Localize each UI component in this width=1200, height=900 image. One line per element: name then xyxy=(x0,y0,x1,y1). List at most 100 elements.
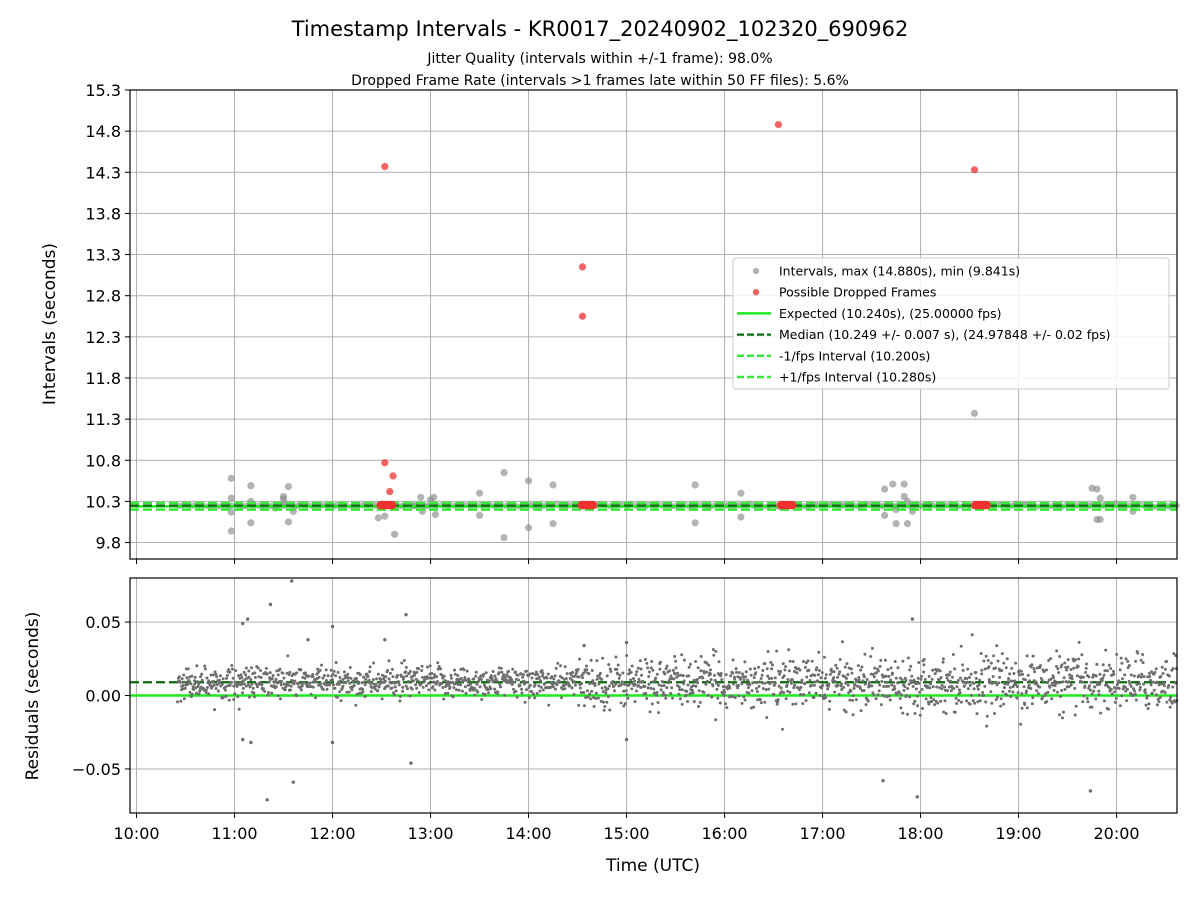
residual-point xyxy=(806,659,810,663)
residual-point xyxy=(981,691,985,695)
residual-point xyxy=(1081,675,1085,679)
residual-point xyxy=(919,674,923,678)
residual-point xyxy=(605,700,609,704)
residual-point xyxy=(1114,686,1118,690)
interval-point xyxy=(430,493,438,501)
residual-point xyxy=(593,681,597,685)
residual-point xyxy=(961,663,965,667)
residual-point xyxy=(348,681,352,685)
residual-point xyxy=(948,670,952,674)
residual-point xyxy=(1008,672,1012,676)
residual-point xyxy=(253,676,257,680)
residual-point xyxy=(1129,673,1133,677)
residual-point xyxy=(1083,684,1087,688)
residual-point xyxy=(721,685,725,689)
residual-point xyxy=(892,680,896,684)
residual-point xyxy=(945,689,949,693)
time-x-tick-label: 15:00 xyxy=(603,824,649,843)
residual-point xyxy=(816,680,820,684)
residual-point xyxy=(763,662,767,666)
residual-point xyxy=(1149,670,1153,674)
residual-point xyxy=(933,703,937,707)
residual-point xyxy=(749,706,753,710)
residual-point xyxy=(216,689,220,693)
residual-point xyxy=(596,696,600,700)
residual-point xyxy=(778,672,782,676)
residual-point xyxy=(912,702,916,706)
residual-point xyxy=(430,671,434,675)
residual-point xyxy=(591,679,595,683)
residual-point xyxy=(1055,649,1059,653)
residual-point xyxy=(982,659,986,663)
residual-point xyxy=(783,668,787,672)
residual-point xyxy=(193,679,197,683)
residual-point xyxy=(306,637,310,642)
residual-point xyxy=(427,688,431,692)
residual-point xyxy=(483,692,487,696)
residual-point xyxy=(1135,683,1139,687)
time-x-tick-label: 20:00 xyxy=(1094,824,1140,843)
residual-point xyxy=(531,672,535,676)
residual-point xyxy=(497,671,501,675)
residual-point xyxy=(1054,682,1058,686)
residual-point xyxy=(585,668,589,672)
residual-point xyxy=(203,667,207,671)
residual-point xyxy=(978,678,982,682)
residual-point xyxy=(538,679,542,683)
residual-point xyxy=(365,672,369,676)
residual-point xyxy=(491,670,495,674)
residual-point xyxy=(565,672,569,676)
residual-point xyxy=(696,666,700,670)
residual-point xyxy=(1172,652,1176,656)
residual-point xyxy=(881,778,885,783)
residual-point xyxy=(697,689,701,693)
residual-point xyxy=(1076,665,1080,669)
residual-point xyxy=(368,665,372,669)
residual-point xyxy=(870,684,874,688)
residual-point xyxy=(224,694,228,698)
residual-point xyxy=(714,649,718,653)
legend-label: Intervals, max (14.880s), min (9.841s) xyxy=(779,264,1020,279)
residual-point xyxy=(401,685,405,689)
residual-point xyxy=(800,681,804,685)
residual-point xyxy=(658,660,662,664)
residual-point xyxy=(368,670,372,674)
residual-point xyxy=(454,682,458,686)
residual-point xyxy=(754,687,758,691)
residual-point xyxy=(377,684,381,688)
residual-point xyxy=(314,680,318,684)
residual-point xyxy=(653,678,657,682)
residual-point xyxy=(453,668,457,672)
residual-point xyxy=(367,678,371,682)
residual-point xyxy=(691,684,695,688)
residual-point xyxy=(770,663,774,667)
residual-point xyxy=(927,702,931,706)
residual-point xyxy=(333,686,337,690)
residual-point xyxy=(959,700,963,704)
residual-point xyxy=(852,686,856,690)
residual-point xyxy=(1057,671,1061,675)
residual-point xyxy=(499,666,503,670)
residual-point xyxy=(863,682,867,686)
residual-point xyxy=(879,658,883,662)
residual-point xyxy=(939,675,943,679)
residual-point xyxy=(1074,704,1078,708)
residual-point xyxy=(705,670,709,674)
residual-point xyxy=(1138,685,1142,689)
residual-point xyxy=(758,680,762,684)
residual-point xyxy=(425,665,429,669)
residual-point xyxy=(853,682,857,686)
interval-point xyxy=(892,506,900,514)
residual-point xyxy=(883,658,887,662)
residual-point xyxy=(335,682,339,686)
residual-point xyxy=(492,679,496,683)
residual-point xyxy=(1138,688,1142,692)
residual-point xyxy=(404,665,408,669)
residual-point xyxy=(828,672,832,676)
residual-point xyxy=(325,687,329,691)
residual-point xyxy=(633,682,637,686)
residual-point xyxy=(395,673,399,677)
residual-point xyxy=(843,665,847,669)
residual-point xyxy=(415,686,419,690)
residual-point xyxy=(722,694,726,698)
